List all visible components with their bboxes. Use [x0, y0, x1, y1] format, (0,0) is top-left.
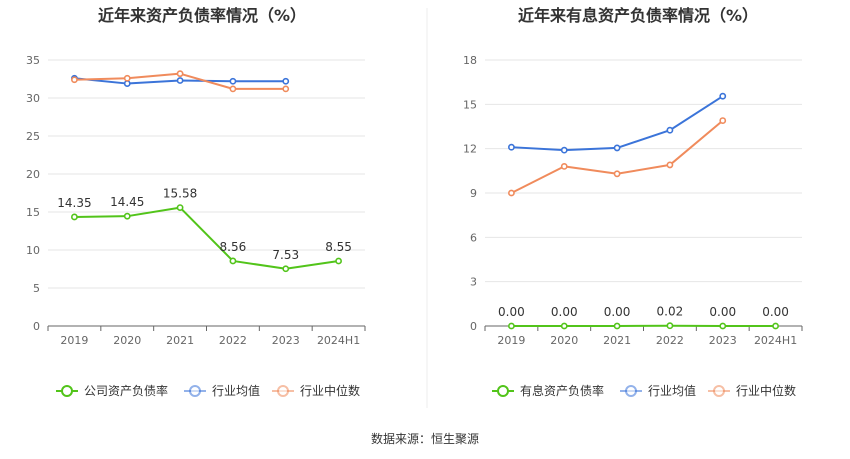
- x-tick-label: 2024H1: [317, 334, 360, 347]
- data-point-company: [508, 322, 515, 330]
- y-tick-label: 12: [463, 143, 477, 156]
- x-tick-label: 2022: [656, 334, 684, 347]
- data-point-industry-avg: [176, 77, 184, 84]
- x-tick-label: 2021: [166, 334, 194, 347]
- x-tick-label: 2021: [603, 334, 631, 347]
- data-point-industry-avg: [666, 126, 674, 134]
- x-tick-label: 2023: [272, 334, 300, 347]
- legend-label: 行业中位数: [300, 383, 360, 398]
- y-tick-label: 20: [26, 168, 40, 181]
- data-point-industry-median: [282, 85, 290, 93]
- data-point-company: [719, 322, 727, 330]
- legend-marker-industry-avg: [625, 385, 637, 397]
- data-point-industry-median: [560, 162, 568, 170]
- data-label: 15.58: [163, 187, 197, 201]
- data-label: 0.02: [657, 305, 684, 319]
- legend-marker-industry-avg: [189, 385, 201, 397]
- legend-label: 有息资产负债率: [520, 383, 604, 398]
- series-line-industry-median: [510, 119, 724, 194]
- y-tick-label: 30: [26, 92, 40, 105]
- data-point-company: [282, 265, 290, 273]
- legend-label: 行业均值: [648, 383, 696, 398]
- y-tick-label: 6: [470, 231, 477, 244]
- data-point-industry-median: [71, 76, 78, 84]
- legend-marker-industry-median: [713, 385, 725, 397]
- x-tick-label: 2022: [219, 334, 247, 347]
- data-point-industry-avg: [508, 143, 515, 151]
- legend-marker-company: [61, 385, 73, 397]
- data-point-industry-avg: [123, 80, 131, 87]
- data-point-industry-median: [613, 170, 621, 178]
- data-label: 14.45: [110, 195, 144, 209]
- data-point-industry-avg: [613, 144, 621, 152]
- legend-label: 行业均值: [212, 383, 260, 398]
- legend-label: 行业中位数: [736, 383, 796, 398]
- data-label: 0.00: [762, 305, 789, 319]
- legend-marker-company: [497, 385, 509, 397]
- y-tick-label: 18: [463, 54, 477, 67]
- y-tick-label: 9: [470, 187, 477, 200]
- x-tick-label: 2019: [60, 334, 88, 347]
- legend-label: 公司资产负债率: [84, 383, 168, 398]
- data-point-industry-median: [508, 189, 515, 197]
- data-label: 0.00: [498, 305, 525, 319]
- y-tick-label: 10: [26, 244, 40, 257]
- data-point-industry-avg: [229, 77, 237, 85]
- data-point-company: [123, 212, 131, 220]
- y-tick-label: 15: [463, 98, 477, 111]
- data-label: 8.56: [220, 240, 247, 254]
- y-tick-label: 15: [26, 206, 40, 219]
- y-tick-label: 0: [470, 320, 477, 333]
- y-tick-label: 5: [33, 282, 40, 295]
- x-tick-label: 2020: [550, 334, 578, 347]
- data-point-company: [229, 257, 237, 265]
- data-point-company: [335, 257, 342, 265]
- chart-interest-debt-ratio: 近年来有息资产负债率情况（%） 0 3 6 9 12 15 18 2019 2020 2021 202…: [463, 6, 803, 398]
- y-tick-label: 0: [33, 320, 40, 333]
- data-label: 0.00: [709, 305, 736, 319]
- legend-marker-industry-median: [277, 385, 289, 397]
- data-label: 0.00: [604, 305, 631, 319]
- data-point-industry-avg: [282, 77, 290, 85]
- data-label: 0.00: [551, 305, 578, 319]
- x-tick-label: 2019: [497, 334, 525, 347]
- data-label: 14.35: [57, 196, 91, 210]
- x-tick-label: 2020: [113, 334, 141, 347]
- chart-title: 近年来资产负债率情况（%）: [98, 6, 306, 25]
- data-point-industry-avg: [560, 146, 568, 154]
- y-tick-label: 3: [470, 276, 477, 289]
- chart-title: 近年来有息资产负债率情况（%）: [518, 6, 758, 25]
- chart-debt-ratio: 近年来资产负债率情况（%） 0 5 10 15 20 25 30 35 2019 2020 2021 2…: [26, 6, 366, 398]
- y-tick-label: 35: [26, 54, 40, 67]
- y-tick-label: 25: [26, 130, 40, 143]
- data-point-industry-median: [666, 161, 674, 169]
- data-point-industry-median: [176, 70, 184, 78]
- data-point-company: [560, 322, 568, 330]
- data-point-company: [71, 213, 78, 221]
- data-point-industry-median: [229, 85, 237, 93]
- data-label: 7.53: [272, 248, 299, 262]
- data-point-industry-median: [719, 117, 727, 124]
- data-point-company: [176, 204, 184, 211]
- series-line-company: [74, 206, 339, 270]
- data-label: 8.55: [325, 240, 352, 254]
- data-point-company: [666, 322, 674, 330]
- data-source-note: 数据来源：恒生聚源: [371, 431, 479, 446]
- data-point-industry-avg: [719, 92, 727, 100]
- data-point-company: [613, 322, 621, 330]
- x-tick-label: 2023: [709, 334, 737, 347]
- data-point-company: [772, 322, 779, 330]
- x-tick-label: 2024H1: [754, 334, 797, 347]
- data-point-industry-median: [123, 74, 131, 82]
